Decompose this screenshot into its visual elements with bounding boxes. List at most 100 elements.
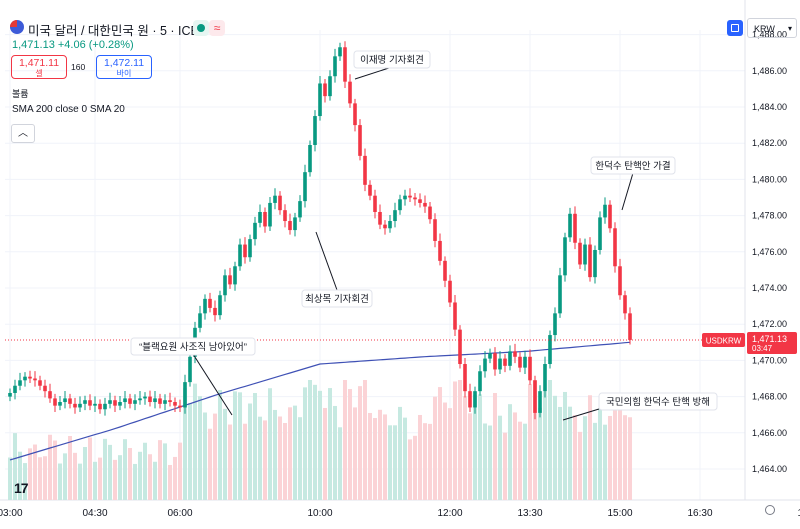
gear-icon[interactable] <box>727 20 743 36</box>
candle <box>118 402 122 406</box>
volume-bar <box>133 463 137 500</box>
candle <box>393 210 397 222</box>
candle <box>628 313 632 340</box>
symbol-label: USDKRW <box>706 336 742 345</box>
candle <box>43 385 47 392</box>
annotation-line <box>621 172 634 211</box>
volume-bar <box>18 451 22 500</box>
candle <box>353 103 357 126</box>
candle <box>13 385 17 393</box>
volume-bar <box>318 390 322 500</box>
candle <box>258 211 262 223</box>
candle <box>463 364 467 392</box>
x-tick-label: 15:00 <box>607 508 632 519</box>
candle <box>318 83 322 117</box>
volume-bar <box>118 455 122 500</box>
volume-bar <box>438 387 442 500</box>
candle <box>378 211 382 225</box>
y-tick-label: 1,482.00 <box>752 138 787 148</box>
candle <box>523 356 527 368</box>
candle <box>18 380 22 386</box>
candle <box>48 391 52 399</box>
volume-bar <box>423 423 427 500</box>
volume-legend[interactable]: 볼륨 <box>12 89 29 99</box>
chevron-up-icon[interactable]: ︿ <box>11 124 35 143</box>
symbol-title[interactable]: 미국 달러 / 대한민국 원 · 5 · ICE <box>28 24 199 38</box>
buy-button[interactable]: 1,472.11 바이 <box>96 55 152 79</box>
volume-bar <box>523 423 527 500</box>
candle <box>603 204 607 218</box>
sma-legend[interactable]: SMA 200 close 0 SMA 20 <box>12 104 125 115</box>
volume-bar <box>223 408 227 500</box>
currency-select[interactable]: KRW ▾ <box>747 18 797 38</box>
sell-button[interactable]: 1,471.11 셀 <box>11 55 67 79</box>
candle <box>158 398 162 404</box>
y-tick-label: 1,484.00 <box>752 102 787 112</box>
candle <box>518 356 522 368</box>
candle <box>368 184 372 196</box>
volume-bar <box>628 417 632 500</box>
candle <box>468 391 472 408</box>
volume-bar <box>398 406 402 500</box>
y-tick-label: 1,474.00 <box>752 283 787 293</box>
settings-icon[interactable] <box>765 505 775 515</box>
y-tick-label: 1,476.00 <box>752 247 787 257</box>
candle <box>263 211 267 227</box>
volume-bar <box>503 432 507 500</box>
candle <box>143 396 147 399</box>
y-tick-label: 1,464.00 <box>752 464 787 474</box>
candle <box>163 400 167 404</box>
volume-bar <box>388 425 392 500</box>
candle <box>548 335 552 365</box>
volume-bar <box>383 414 387 500</box>
volume-bar <box>53 440 57 500</box>
volume-bar <box>568 406 572 500</box>
volume-bar <box>343 380 347 500</box>
sma-line <box>9 341 631 461</box>
volume-bar <box>183 388 187 500</box>
candle <box>298 201 302 218</box>
candle <box>173 402 177 406</box>
candle <box>253 222 257 240</box>
candle <box>228 275 232 285</box>
y-tick-label: 1,480.00 <box>752 174 787 184</box>
volume-bar <box>68 436 72 500</box>
candle <box>303 172 307 202</box>
annotation-label: 국민의힘 한덕수 탄핵 방해 <box>606 396 710 408</box>
flag-icon <box>10 20 24 34</box>
volume-bar <box>33 444 37 500</box>
volume-bar <box>473 394 477 500</box>
candle <box>578 242 582 265</box>
volume-bar <box>333 405 337 500</box>
candle <box>213 307 217 316</box>
market-open-icon[interactable] <box>193 20 209 36</box>
candle <box>568 213 572 238</box>
volume-bar <box>88 437 92 500</box>
volume-bar <box>293 405 297 500</box>
candle <box>108 400 112 404</box>
volume-bar <box>578 431 582 500</box>
volume-bar <box>273 409 277 500</box>
volume-bar <box>393 425 397 500</box>
candle <box>113 400 117 406</box>
x-tick-label: 03:00 <box>0 508 23 519</box>
candle <box>223 275 227 296</box>
price-label-bg <box>747 331 797 354</box>
volume-bar <box>408 439 412 500</box>
wave-icon[interactable]: ≈ <box>209 20 225 36</box>
volume-bar <box>583 416 587 500</box>
x-tick-label: 13:30 <box>517 508 542 519</box>
candle <box>333 56 337 77</box>
volume-bar <box>448 408 452 500</box>
volume-bar <box>298 417 302 500</box>
candle <box>68 398 72 404</box>
volume-bar <box>278 416 282 500</box>
candle <box>248 239 252 258</box>
volume-bar <box>563 391 567 500</box>
sell-label: 셀 <box>35 69 43 78</box>
volume-bar <box>533 380 537 500</box>
candle <box>363 155 367 185</box>
candle <box>413 197 417 200</box>
y-tick-label: 1,478.00 <box>752 211 787 221</box>
